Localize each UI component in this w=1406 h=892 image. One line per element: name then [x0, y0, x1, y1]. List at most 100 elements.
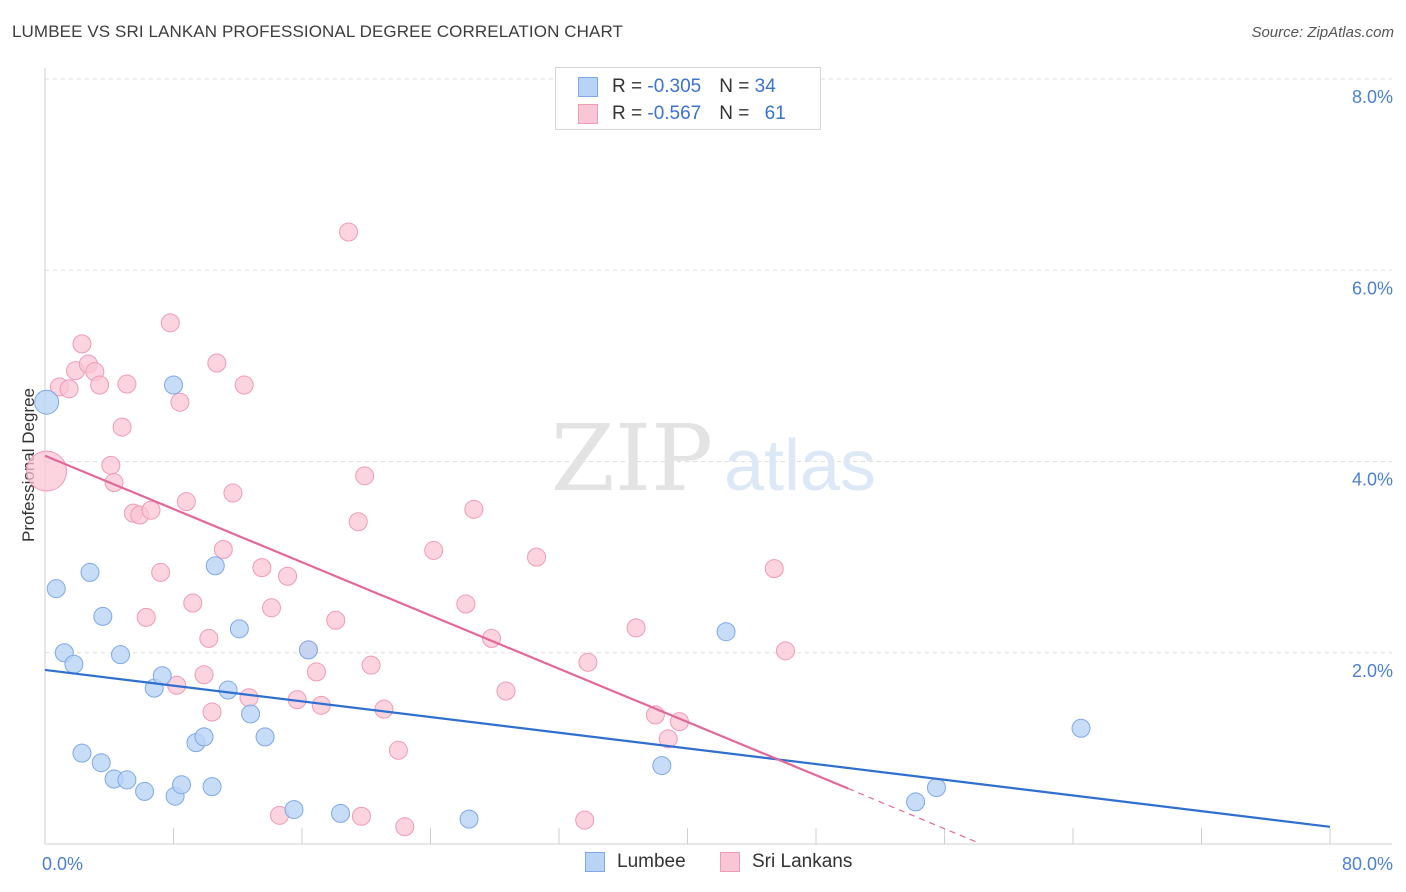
sri-lankans-trend-extension: [847, 787, 977, 843]
lumbee-point: [194, 727, 214, 747]
grid-lines: [45, 78, 1392, 654]
sri-lankans-point: [117, 374, 137, 394]
y-tick-label: 8.0%: [1352, 87, 1393, 107]
tick-labels: 2.0% 4.0% 6.0% 8.0% 0.0% 80.0%: [42, 87, 1393, 874]
lumbee-point: [117, 770, 137, 790]
legend-row-lumbee: R = -0.305 N = 34: [578, 75, 776, 99]
sri-lankans-point: [223, 483, 243, 503]
sri-lankans-point: [207, 353, 227, 373]
legend-item-lumbee[interactable]: Lumbee: [585, 851, 686, 873]
sri-lankans-point: [496, 681, 516, 701]
y-tick-label: 2.0%: [1352, 661, 1393, 681]
sri-lankans-point: [351, 806, 371, 826]
lumbee-point: [135, 781, 155, 801]
sri-lankans-point: [101, 455, 121, 475]
lumbee-point: [205, 556, 225, 576]
lumbee-point: [716, 622, 736, 642]
n-label: N =: [719, 103, 755, 124]
sri-lankans-point: [183, 593, 203, 613]
sri-lankans-point: [626, 618, 646, 638]
sri-lankans-point: [374, 699, 394, 719]
sri-lankans-point: [170, 392, 190, 412]
sri-lankans-point: [764, 559, 784, 579]
sri-lankans-point: [160, 313, 180, 333]
sri-lankans-point: [355, 466, 375, 486]
sri-lankans-point: [252, 558, 272, 578]
lumbee-point: [926, 778, 946, 798]
x-tick-label: 80.0%: [1342, 854, 1393, 874]
legend-row-sri-lankans: R = -0.567 N = 61: [578, 102, 786, 126]
sri-lankans-point: [388, 740, 408, 760]
lumbee-trend-line: [44, 668, 1331, 828]
lumbee-point: [906, 792, 926, 812]
sri-lankans-point: [141, 500, 161, 520]
lumbee-point: [72, 743, 92, 763]
lumbee-point: [93, 606, 113, 626]
sri-lankans-point: [578, 652, 598, 672]
sri-lankans-point: [72, 334, 92, 354]
n-value: 34: [754, 76, 776, 97]
y-tick-label: 6.0%: [1352, 278, 1393, 298]
lumbee-point: [152, 666, 172, 686]
lumbee-point: [80, 562, 100, 582]
sri-lankans-point: [136, 607, 156, 627]
sri-lankans-point: [361, 655, 381, 675]
sri-lankans-point: [339, 222, 359, 242]
sri-lankans-point: [395, 817, 415, 837]
watermark: ZIP atlas: [551, 405, 876, 512]
y-tick-label: 4.0%: [1352, 470, 1393, 490]
series-lumbee: [34, 375, 1091, 829]
lumbee-point: [218, 680, 238, 700]
sri-lankans-trend-line: [44, 454, 849, 790]
lumbee-point: [284, 800, 304, 820]
lumbee-point: [64, 654, 84, 674]
lumbee-point: [331, 803, 351, 823]
legend-label: Lumbee: [617, 851, 686, 872]
r-label: R =: [612, 76, 648, 97]
axes: [44, 68, 1392, 845]
series-legend: Lumbee Sri Lankans: [0, 851, 1406, 877]
lumbee-point: [1071, 718, 1091, 738]
lumbee-point: [172, 775, 192, 795]
sri-lankans-point: [575, 810, 595, 830]
sri-lankans-point: [306, 662, 326, 682]
lumbee-point: [164, 375, 183, 395]
source-label: Source: ZipAtlas.com: [1251, 24, 1394, 41]
trend-lines: [44, 454, 1331, 843]
watermark-zip: ZIP: [551, 405, 713, 512]
r-value: -0.305: [647, 76, 702, 97]
lumbee-point: [46, 579, 66, 599]
sri-lankans-point: [151, 562, 171, 582]
sri-lankans-point: [194, 665, 214, 685]
series-sri-lankans: [26, 222, 795, 837]
n-value: 61: [764, 103, 786, 124]
sri-lankans-point: [202, 702, 222, 722]
lumbee-point: [229, 619, 249, 639]
sri-lankans-point: [261, 598, 281, 618]
lumbee-point: [110, 645, 130, 665]
r-label: R =: [612, 103, 648, 124]
sri-lankans-point: [464, 499, 484, 519]
chart-title: LUMBEE VS SRI LANKAN PROFESSIONAL DEGREE…: [12, 22, 624, 41]
sri-lankans-point: [348, 512, 368, 532]
lumbee-point: [91, 753, 111, 773]
sri-lankans-point: [658, 729, 678, 749]
lumbee-point: [202, 777, 222, 797]
lumbee-point: [241, 704, 261, 724]
legend-item-sri-lankans[interactable]: Sri Lankans: [720, 851, 852, 873]
n-label: N =: [719, 76, 755, 97]
sri-lankans-point: [527, 547, 547, 567]
r-value: -0.567: [647, 103, 702, 124]
sri-lankans-point: [326, 610, 346, 630]
sri-lankans-point: [278, 566, 298, 586]
lumbee-point: [255, 727, 275, 747]
lumbee-point: [34, 389, 60, 415]
sri-lankans-swatch: [720, 852, 740, 872]
x-tick-label: 0.0%: [42, 854, 83, 874]
lumbee-swatch: [585, 852, 605, 872]
lumbee-point: [298, 640, 318, 660]
sri-lankans-point: [199, 628, 219, 648]
sri-lankans-point: [239, 688, 259, 708]
lumbee-swatch: [578, 77, 598, 97]
